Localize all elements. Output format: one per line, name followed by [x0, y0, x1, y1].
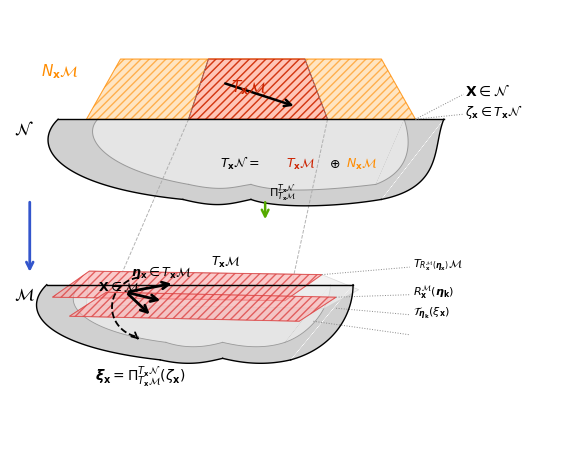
- Text: $\mathcal{M}$: $\mathcal{M}$: [14, 286, 35, 304]
- Polygon shape: [70, 292, 336, 321]
- Text: $\boldsymbol{\eta}_{\mathbf{x}}\in T_{\mathbf{x}}\mathcal{M}$: $\boldsymbol{\eta}_{\mathbf{x}}\in T_{\m…: [131, 264, 192, 281]
- Polygon shape: [73, 285, 331, 347]
- Text: $T_{\mathbf{x}}\mathcal{M}$: $T_{\mathbf{x}}\mathcal{M}$: [286, 157, 316, 172]
- Polygon shape: [189, 59, 328, 119]
- Text: $\mathbf{X}\in\mathcal{N}$: $\mathbf{X}\in\mathcal{N}$: [465, 84, 510, 99]
- Text: $T_{R^{\mathcal{M}}_{\mathbf{x}}(\boldsymbol{\eta}_{\mathbf{x}})}\mathcal{M}$: $T_{R^{\mathcal{M}}_{\mathbf{x}}(\boldsy…: [413, 257, 462, 273]
- Polygon shape: [92, 119, 408, 190]
- Polygon shape: [36, 285, 353, 363]
- Text: $\oplus$: $\oplus$: [329, 158, 340, 171]
- Text: $\mathcal{T}_{\boldsymbol{\eta}_{\mathbf{k}}}(\xi_{\mathbf{x}})$: $\mathcal{T}_{\boldsymbol{\eta}_{\mathbf…: [413, 306, 450, 322]
- Text: $R^{\mathcal{M}}_{\mathbf{x}}(\boldsymbol{\eta}_{\mathbf{k}})$: $R^{\mathcal{M}}_{\mathbf{x}}(\boldsymbo…: [413, 284, 454, 302]
- Text: $\mathcal{N}$: $\mathcal{N}$: [14, 120, 34, 138]
- Polygon shape: [48, 119, 444, 206]
- Text: $\Pi^{T_{\mathbf{x}}\mathcal{N}}_{T_{\mathbf{x}}\mathcal{M}}$: $\Pi^{T_{\mathbf{x}}\mathcal{N}}_{T_{\ma…: [269, 183, 297, 204]
- Text: $\mathbf{X}\in\mathcal{M}$: $\mathbf{X}\in\mathcal{M}$: [98, 279, 139, 294]
- Text: $N_{\mathbf{x}}\mathcal{M}$: $N_{\mathbf{x}}\mathcal{M}$: [346, 157, 378, 172]
- Text: $\zeta_{\mathbf{x}}\in T_{\mathbf{x}}\mathcal{N}$: $\zeta_{\mathbf{x}}\in T_{\mathbf{x}}\ma…: [465, 103, 523, 121]
- Text: $N_{\mathbf{x}}\mathcal{M}$: $N_{\mathbf{x}}\mathcal{M}$: [41, 63, 79, 81]
- Polygon shape: [52, 271, 322, 301]
- Polygon shape: [87, 59, 416, 119]
- Text: $T_{\mathbf{x}}\mathcal{M}$: $T_{\mathbf{x}}\mathcal{M}$: [211, 255, 241, 270]
- Polygon shape: [87, 271, 359, 308]
- Text: $\boldsymbol{\xi}_{\mathbf{x}}=\Pi^{T_{\mathbf{x}}\mathcal{N}}_{T_{\mathbf{x}}\m: $\boldsymbol{\xi}_{\mathbf{x}}=\Pi^{T_{\…: [95, 365, 186, 389]
- Text: $T_{\mathbf{x}}\mathcal{M}$: $T_{\mathbf{x}}\mathcal{M}$: [231, 79, 267, 97]
- Text: $T_{\mathbf{x}}\mathcal{N}=$: $T_{\mathbf{x}}\mathcal{N}=$: [220, 155, 259, 172]
